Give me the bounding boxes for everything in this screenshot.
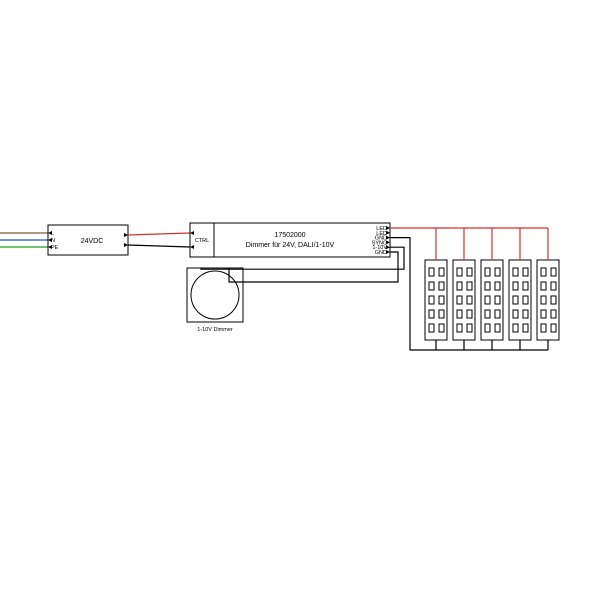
psu-label: 24VDC <box>81 238 104 245</box>
dimmer-box <box>187 268 243 322</box>
dimmer-label: 1-10V Dimmer <box>197 327 233 333</box>
controller-desc: Dimmer für 24V, DALI/1-10V <box>246 242 335 249</box>
dimmer-knob[interactable] <box>191 271 239 319</box>
controller-partno: 17502000 <box>274 232 305 239</box>
ctrl-label: CTRL <box>195 238 209 244</box>
controller-box <box>190 223 390 257</box>
svg-text:GND: GND <box>375 250 387 256</box>
svg-text:PE: PE <box>51 245 59 251</box>
